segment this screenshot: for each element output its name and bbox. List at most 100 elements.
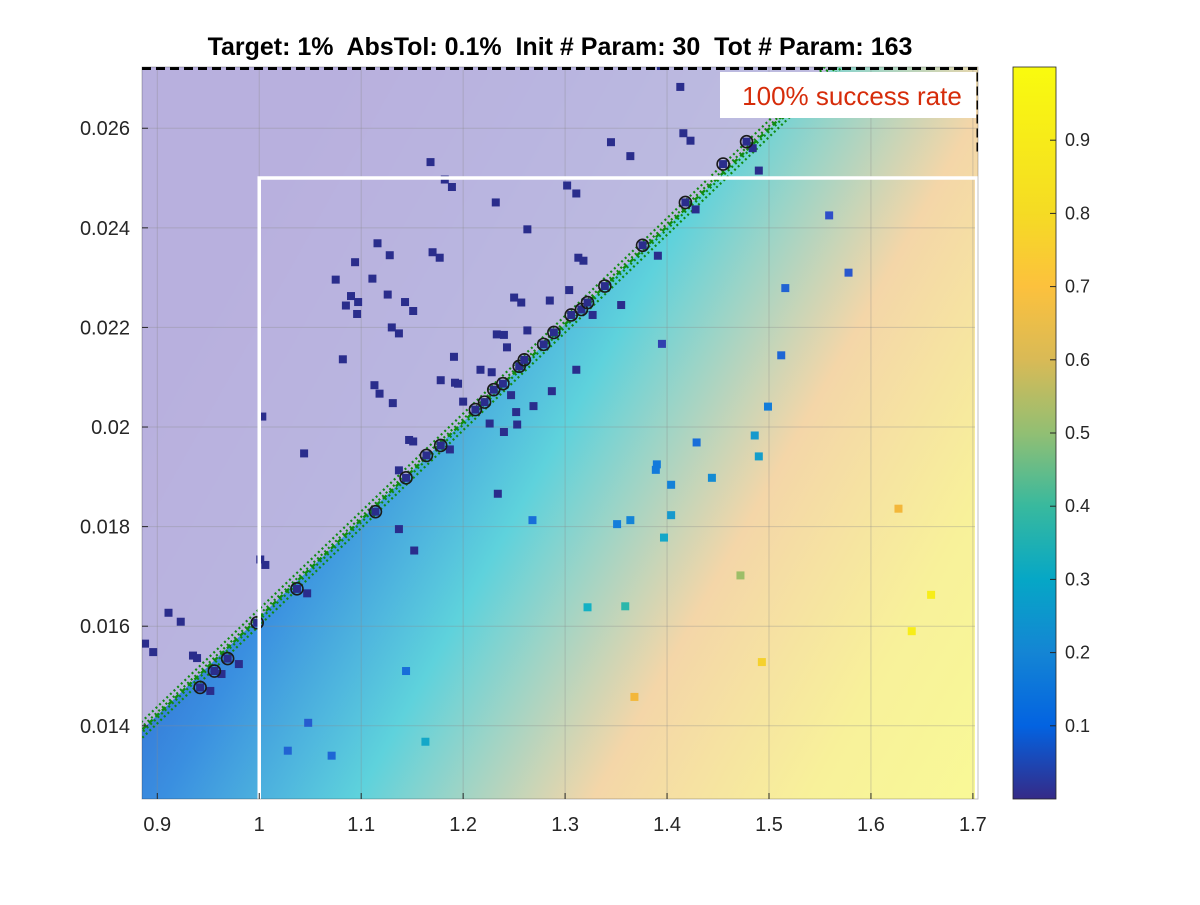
circled-point-marker <box>567 310 576 319</box>
sample-point <box>368 274 377 283</box>
sample-point <box>825 211 834 220</box>
sample-point <box>565 286 574 295</box>
sample-point <box>447 183 456 192</box>
sample-point <box>351 258 360 267</box>
circled-point <box>564 308 579 322</box>
colorbar-ticks: 0.1 0.2 0.3 0.4 0.5 0.6 0.7 0.8 0.9 <box>1050 130 1090 736</box>
circled-point-marker <box>742 137 751 146</box>
circled-point-marker <box>681 198 690 207</box>
sample-point <box>499 330 508 339</box>
sample-point <box>844 268 853 277</box>
sample-point <box>572 365 581 374</box>
sample-point <box>547 387 556 396</box>
sample-point <box>626 516 635 525</box>
x-tick-label: 1.7 <box>959 814 987 836</box>
sample-point <box>523 225 532 234</box>
sample-point <box>606 138 615 147</box>
circled-point-marker <box>549 328 558 337</box>
sample-point <box>927 590 936 599</box>
sample-point <box>653 251 662 260</box>
sample-point <box>188 651 197 660</box>
circled-point-marker <box>583 298 592 307</box>
sample-point <box>327 751 336 760</box>
colorbar-tick-label: 0.1 <box>1065 716 1090 736</box>
chart-title: Target: 1% AbsTol: 0.1% Init # Param: 30… <box>208 33 913 61</box>
circled-point-marker <box>515 362 524 371</box>
circled-point <box>635 238 650 253</box>
sample-point <box>234 660 243 669</box>
sample-point <box>894 504 903 513</box>
sample-points <box>142 67 936 760</box>
sample-point <box>459 397 468 406</box>
sample-point <box>679 129 688 138</box>
success-rate-annotation: 100% success rate <box>742 81 962 111</box>
colorbar: 0.1 0.2 0.3 0.4 0.5 0.6 0.7 0.8 0.9 <box>1012 66 1090 800</box>
sample-point <box>754 452 763 461</box>
colorbar-tick-label: 0.5 <box>1065 423 1090 443</box>
circled-point-marker <box>196 683 205 692</box>
sample-point <box>691 205 700 214</box>
circled-point-marker <box>489 385 498 394</box>
sample-point <box>574 253 583 262</box>
circled-point-marker <box>371 507 380 516</box>
circled-point-marker <box>210 667 219 676</box>
sample-point <box>651 465 660 474</box>
sample-point <box>487 368 496 377</box>
x-tick-label: 1 <box>254 814 265 836</box>
colorbar-tick-label: 0.6 <box>1065 350 1090 370</box>
y-tick-label: 0.018 <box>80 517 130 539</box>
sample-point <box>149 648 158 657</box>
sample-point <box>394 525 403 534</box>
sample-point <box>300 449 309 458</box>
circled-point <box>536 337 551 352</box>
circled-point-marker <box>520 355 529 364</box>
sample-point <box>283 746 292 755</box>
sample-point <box>499 428 508 437</box>
sample-point <box>748 144 757 153</box>
sample-point <box>777 351 786 360</box>
sample-point <box>421 737 430 746</box>
colorbar-gradient <box>1012 66 1057 800</box>
sample-point <box>217 670 226 679</box>
sample-point <box>449 352 458 361</box>
circled-point <box>716 157 730 171</box>
sample-point <box>304 718 313 727</box>
y-tick-label: 0.022 <box>80 317 130 339</box>
sample-point <box>445 445 454 454</box>
sample-point <box>402 667 411 676</box>
circled-point <box>290 582 304 596</box>
sample-point <box>409 437 418 446</box>
circled-point <box>739 134 754 149</box>
sample-point <box>907 627 916 636</box>
annotation-box: 100% success rate <box>720 72 976 118</box>
sample-point <box>387 323 396 332</box>
colorbar-tick-label: 0.7 <box>1065 277 1090 297</box>
y-axis: 0.014 0.016 0.018 0.02 0.022 0.024 0.026 <box>80 118 148 738</box>
circled-point-marker <box>471 405 480 414</box>
sample-point <box>630 692 639 701</box>
sample-point <box>583 603 592 612</box>
circled-point <box>250 615 265 630</box>
sample-point <box>692 438 701 447</box>
sample-point <box>512 408 521 417</box>
circled-point-marker <box>498 379 507 388</box>
sample-point <box>707 473 716 482</box>
circled-point-marker <box>422 451 431 460</box>
sample-point <box>405 435 414 444</box>
sample-point <box>529 402 538 411</box>
sample-point <box>667 511 676 520</box>
circled-point <box>207 664 222 678</box>
sample-point <box>401 298 410 307</box>
sample-point <box>353 309 362 318</box>
circled-point <box>496 376 510 391</box>
colorbar-tick-label: 0.9 <box>1065 130 1090 150</box>
boundary-points-circled <box>193 134 754 695</box>
sample-point <box>621 602 630 611</box>
sample-point <box>686 136 695 145</box>
circled-point <box>433 438 448 453</box>
target-region-box <box>257 176 978 799</box>
sample-point <box>303 589 312 598</box>
sample-point <box>331 275 340 284</box>
